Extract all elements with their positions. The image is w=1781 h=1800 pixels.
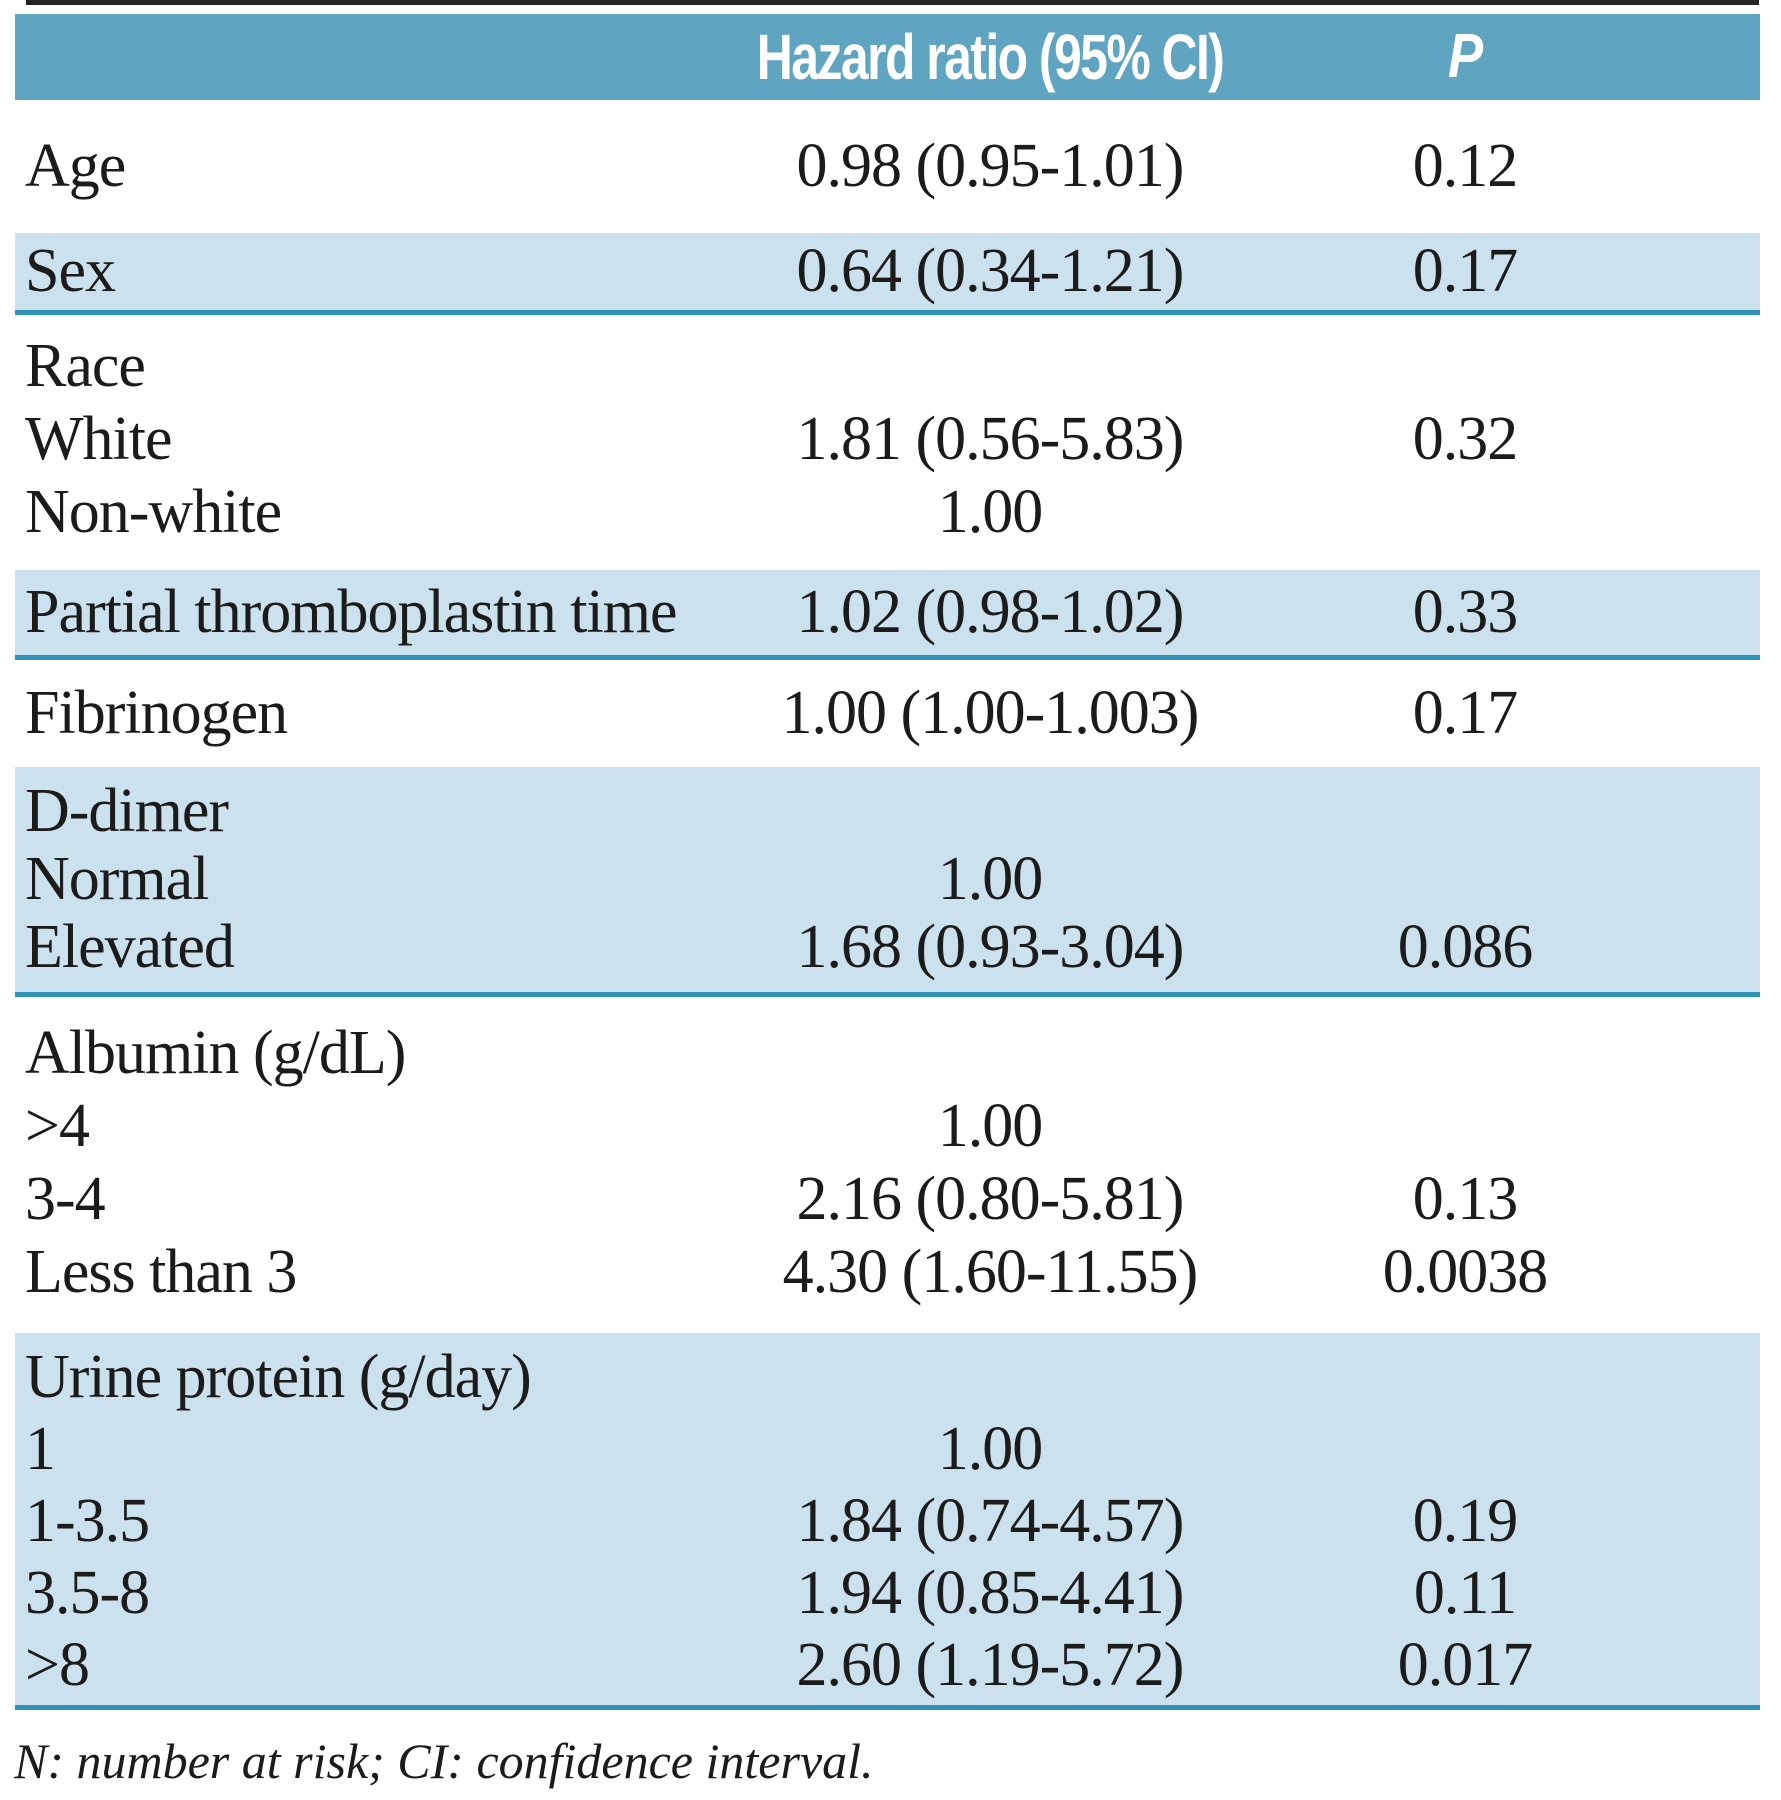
p-value: 0.32 — [1412, 405, 1519, 473]
p-value: 0.0038 — [1382, 1238, 1549, 1306]
table-row: Urine protein (g/day) — [15, 1341, 1760, 1413]
row-label: Race — [25, 332, 146, 400]
table-row: Albumin (g/dL) — [15, 1017, 1760, 1090]
row-label: 3-4 — [25, 1165, 106, 1233]
table-row: 1-3.5 1.84 (0.74-4.57) 0.19 — [15, 1485, 1760, 1557]
hazard-ratio-value: 0.98 (0.95-1.01) — [796, 132, 1185, 200]
table-group-ptt: Partial thromboplastin time 1.02 (0.98-1… — [15, 570, 1760, 660]
p-value: 0.33 — [1412, 578, 1519, 646]
row-label: Sex — [25, 237, 116, 305]
hazard-ratio-value: 1.68 (0.93-3.04) — [796, 912, 1185, 981]
table-group-fibrinogen: Fibrinogen 1.00 (1.00-1.003) 0.17 — [15, 660, 1760, 767]
table-row: Elevated 1.68 (0.93-3.04) 0.086 — [15, 913, 1760, 981]
p-value: 0.086 — [1397, 912, 1534, 981]
p-value: 0.17 — [1412, 237, 1519, 305]
table-row: 3.5-8 1.94 (0.85-4.41) 0.11 — [15, 1557, 1760, 1629]
hazard-ratio-value: 1.02 (0.98-1.02) — [796, 578, 1185, 646]
hazard-ratio-value: 1.00 — [937, 844, 1044, 913]
hazard-ratio-value: 1.00 (1.00-1.003) — [781, 679, 1200, 747]
row-label: 1 — [25, 1414, 56, 1483]
row-label: Non-white — [25, 478, 282, 546]
row-label: Age — [25, 132, 126, 200]
table-header-row: Hazard ratio (95% CI) P — [15, 14, 1760, 100]
row-label: >8 — [25, 1630, 90, 1699]
row-label: Urine protein (g/day) — [25, 1342, 532, 1411]
table-group-age: Age 0.98 (0.95-1.01) 0.12 — [15, 100, 1760, 233]
hazard-ratio-value: 1.00 — [937, 1414, 1044, 1483]
table-row: >4 1.00 — [15, 1090, 1760, 1163]
p-value: 0.11 — [1413, 1558, 1517, 1627]
p-value: 0.13 — [1412, 1165, 1519, 1233]
table-group-urine-protein: Urine protein (g/day) 1 1.00 1-3.5 1.84 … — [15, 1333, 1760, 1710]
row-label: Normal — [25, 844, 209, 913]
table-row: Race — [15, 330, 1760, 403]
table-row: 1 1.00 — [15, 1413, 1760, 1485]
top-border-rule — [26, 0, 1759, 5]
p-value: 0.12 — [1412, 132, 1519, 200]
hazard-ratio-table: Hazard ratio (95% CI) P Age 0.98 (0.95-1… — [15, 14, 1760, 1710]
table-row: Non-white 1.00 — [15, 476, 1760, 549]
header-p-cell: P — [1305, 21, 1625, 93]
row-label: Fibrinogen — [25, 679, 288, 747]
table-footnote: N: number at risk; CI: confidence interv… — [14, 1733, 874, 1789]
table-row: Sex 0.64 (0.34-1.21) 0.17 — [15, 233, 1760, 310]
table-row: Less than 3 4.30 (1.60-11.55) 0.0038 — [15, 1236, 1760, 1309]
table-row: D-dimer — [15, 777, 1760, 845]
hazard-ratio-value: 0.64 (0.34-1.21) — [796, 237, 1185, 305]
header-p-label: P — [1447, 22, 1483, 91]
hazard-ratio-value: 1.84 (0.74-4.57) — [796, 1486, 1185, 1555]
table-row: Normal 1.00 — [15, 845, 1760, 913]
row-label: White — [25, 405, 173, 473]
table-row: White 1.81 (0.56-5.83) 0.32 — [15, 403, 1760, 476]
header-hazard-ratio-cell: Hazard ratio (95% CI) — [675, 20, 1305, 95]
p-value: 0.19 — [1412, 1486, 1519, 1555]
p-value: 0.017 — [1397, 1630, 1534, 1699]
row-label: Albumin (g/dL) — [25, 1019, 406, 1087]
hazard-ratio-value: 1.00 — [937, 478, 1044, 546]
hazard-ratio-value: 1.81 (0.56-5.83) — [796, 405, 1185, 473]
row-label: Partial thromboplastin time — [25, 578, 677, 646]
table-row: Age 0.98 (0.95-1.01) 0.12 — [15, 100, 1760, 233]
table-row: >8 2.60 (1.19-5.72) 0.017 — [15, 1629, 1760, 1701]
row-label: 3.5-8 — [25, 1558, 150, 1627]
table-group-race: Race White 1.81 (0.56-5.83) 0.32 Non-whi… — [15, 315, 1760, 570]
header-hazard-ratio-label: Hazard ratio (95% CI) — [756, 20, 1225, 93]
hazard-ratio-value: 4.30 (1.60-11.55) — [782, 1238, 1199, 1306]
hazard-ratio-value: 1.94 (0.85-4.41) — [796, 1558, 1185, 1627]
row-label: >4 — [25, 1092, 90, 1160]
table-group-albumin: Albumin (g/dL) >4 1.00 3-4 2.16 (0.80-5.… — [15, 997, 1760, 1333]
row-label: Elevated — [25, 912, 235, 981]
hazard-ratio-value: 1.00 — [937, 1092, 1044, 1160]
hazard-ratio-value: 2.16 (0.80-5.81) — [796, 1165, 1185, 1233]
row-label: 1-3.5 — [25, 1486, 150, 1555]
table-group-ddimer: D-dimer Normal 1.00 Elevated 1.68 (0.93-… — [15, 767, 1760, 997]
p-value: 0.17 — [1412, 679, 1519, 747]
table-row: Fibrinogen 1.00 (1.00-1.003) 0.17 — [15, 660, 1760, 767]
row-label: D-dimer — [25, 776, 229, 845]
hazard-ratio-value: 2.60 (1.19-5.72) — [796, 1630, 1185, 1699]
table-row: Partial thromboplastin time 1.02 (0.98-1… — [15, 570, 1760, 655]
table-row: 3-4 2.16 (0.80-5.81) 0.13 — [15, 1163, 1760, 1236]
row-label: Less than 3 — [25, 1238, 297, 1306]
table-group-sex: Sex 0.64 (0.34-1.21) 0.17 — [15, 233, 1760, 315]
